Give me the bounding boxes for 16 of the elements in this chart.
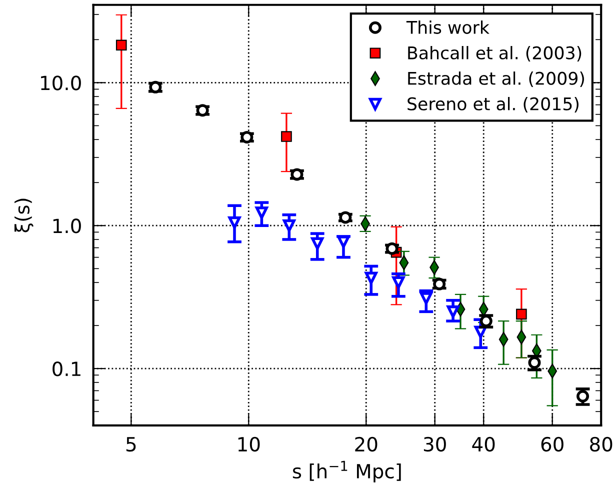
legend-label: Bahcall et al. (2003) (408, 46, 582, 62)
x-tick-label: 20 (355, 436, 378, 452)
x-tick-label: 60 (541, 436, 564, 452)
x-tick-label: 80 (590, 436, 612, 452)
x-tick-label: 30 (424, 436, 446, 452)
legend-label: Sereno et al. (2015) (408, 96, 578, 112)
y-tick-label: 10.0 (41, 76, 81, 90)
y-tick-label: 0.1 (52, 362, 80, 376)
legend-label: Estrada et al. (2009) (408, 71, 584, 87)
x-tick-label: 40 (472, 436, 495, 452)
x-axis-title: s [h$^{−1}$ Mpc] (292, 460, 401, 482)
x-tick-label: 10 (238, 436, 260, 452)
legend-label: This work (406, 20, 490, 34)
y-axis-title: ξ(s) (14, 198, 34, 232)
y-tick-label: 1.0 (53, 218, 81, 234)
x-tick-label: 5 (126, 437, 136, 452)
